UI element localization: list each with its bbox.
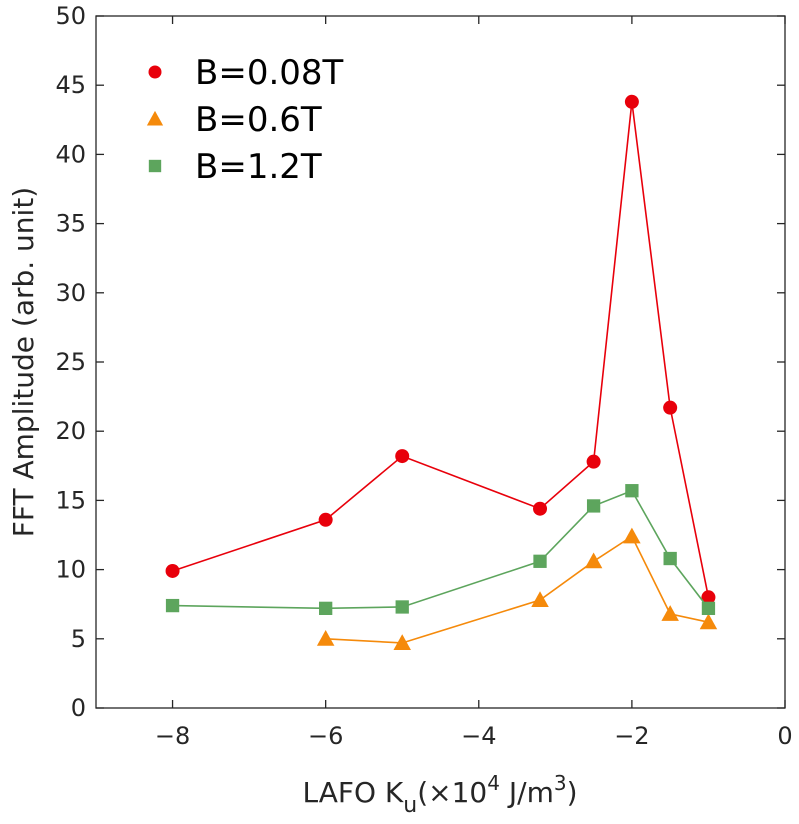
data-point	[701, 601, 716, 616]
x-tick-label: 0	[777, 722, 792, 750]
legend-label: B=1.2T	[195, 147, 322, 187]
data-point	[624, 94, 639, 109]
data-point	[316, 630, 335, 646]
data-point	[586, 499, 601, 513]
series-line	[172, 489, 710, 610]
series-group	[165, 94, 718, 650]
x-tick-label: −4	[461, 722, 496, 750]
y-tick-label: 40	[55, 140, 86, 168]
data-point	[586, 454, 601, 469]
y-tick-label: 35	[55, 210, 86, 238]
data-point	[531, 591, 549, 608]
x-axis-label: LAFO Ku(×104 J/m3)	[302, 771, 577, 818]
data-point	[699, 613, 718, 630]
y-tick-label: 15	[55, 486, 86, 514]
series-2	[165, 484, 716, 616]
y-tick-label: 45	[55, 71, 86, 99]
x-tick-label: −8	[155, 722, 190, 750]
y-axis-label: FFT Amplitude (arb. unit)	[7, 187, 40, 537]
data-point	[393, 634, 411, 650]
data-point	[661, 605, 679, 621]
legend-label: B=0.08T	[195, 53, 344, 93]
y-tick-label: 50	[55, 2, 86, 30]
series-line	[172, 101, 710, 598]
y-tick-label: 10	[55, 556, 86, 584]
y-tick-label: 0	[71, 694, 86, 722]
data-point	[584, 552, 603, 569]
data-point	[663, 400, 678, 415]
legend-marker	[146, 110, 164, 126]
x-tick-label: −6	[308, 722, 343, 750]
legend-marker	[148, 159, 162, 173]
data-point	[318, 512, 333, 527]
data-point	[533, 501, 548, 516]
data-point	[533, 554, 547, 568]
series-1	[316, 527, 718, 650]
y-tick-label: 25	[55, 348, 86, 376]
data-point	[165, 598, 180, 613]
x-tick-label: −2	[614, 722, 649, 750]
data-point	[701, 590, 716, 605]
data-point	[625, 484, 639, 498]
data-point	[663, 551, 677, 566]
series-0	[165, 94, 716, 605]
y-tick-label: 30	[55, 279, 86, 307]
data-point	[395, 449, 410, 464]
legend: B=0.08T B=0.6T B=1.2T	[146, 53, 344, 187]
legend-label: B=0.6T	[195, 100, 322, 140]
data-point	[319, 601, 333, 616]
data-point	[395, 600, 409, 614]
x-ticks: −8 −6 −4 −2 0	[155, 16, 793, 750]
y-tick-label: 5	[71, 625, 86, 653]
data-point	[623, 527, 641, 544]
data-point	[165, 563, 180, 578]
legend-marker	[148, 65, 162, 79]
series-line	[325, 535, 709, 644]
y-ticks: 0 5 10 15 20 25 30 35 40 45 50	[55, 2, 785, 722]
y-tick-label: 20	[55, 417, 86, 445]
